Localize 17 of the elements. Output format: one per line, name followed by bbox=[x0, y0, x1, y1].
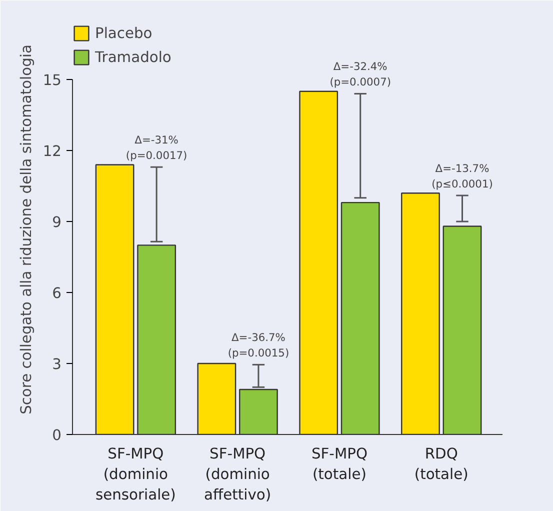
y-tick-label: 15 bbox=[42, 72, 62, 90]
x-tick-label: SF-MPQ (dominio affettivo) bbox=[204, 446, 272, 504]
x-tick-label: SF-MPQ (dominio sensoriale) bbox=[95, 446, 176, 504]
legend-label: Placebo bbox=[95, 24, 152, 42]
x-tick-label: SF-MPQ (totale) bbox=[311, 446, 368, 483]
x-tick-label: RDQ (totale) bbox=[414, 446, 468, 483]
y-tick-label: 12 bbox=[42, 143, 62, 160]
y-tick-label: 3 bbox=[52, 356, 62, 374]
annotation: Δ=-32.4% (p=0.0007) bbox=[330, 60, 392, 89]
y-axis-title: Score collegato alla riduzione della sintomatologia bbox=[18, 44, 35, 414]
y-tick-label: 6 bbox=[52, 285, 62, 302]
y-tick-label: 9 bbox=[52, 214, 62, 232]
legend-label: Tramadolo bbox=[95, 48, 172, 66]
annotation: Δ=-13.7% (p≤0.0001) bbox=[432, 162, 493, 190]
annotation: Δ=-36.7% (p=0.0015) bbox=[228, 331, 290, 360]
y-tick-label: 0 bbox=[52, 427, 62, 444]
annotation: Δ=-31% (p=0.0017) bbox=[126, 133, 188, 162]
